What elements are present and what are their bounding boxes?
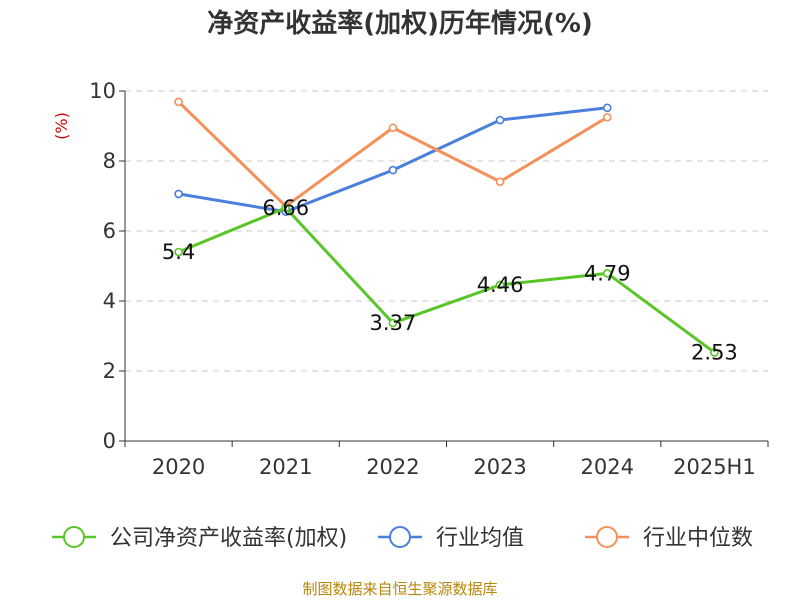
data-point-s0-2 — [388, 318, 398, 328]
x-tick-label-2022: 2022 — [366, 455, 419, 479]
x-tick-label-2024: 2024 — [581, 455, 634, 479]
series-line-1 — [178, 106, 608, 214]
data-point-s0-5 — [710, 348, 719, 357]
data-labels: 5.4 6.66 3.37 4.46 4.79 2.53 — [162, 196, 738, 365]
y-axis-label: (%) — [52, 112, 71, 140]
y-tick-label-10: 10 — [89, 79, 116, 103]
legend-label-0: 公司净资产收益率(加权) — [110, 526, 347, 551]
x-tick-label-2021: 2021 — [259, 455, 312, 479]
data-point-s1-2 — [388, 165, 398, 175]
chart-title: 净资产收益率(加权)历年情况(%) — [207, 8, 593, 39]
data-label-5: 2.53 — [691, 340, 738, 364]
data-point-s2-2 — [388, 123, 398, 133]
y-tick-label-4: 4 — [103, 289, 116, 313]
legend-marker-1 — [389, 526, 411, 548]
x-tick-label-2025H1: 2025H1 — [673, 455, 756, 479]
legend-label-2: 行业中位数 — [643, 526, 753, 551]
y-tick-label-8: 8 — [103, 149, 116, 173]
data-point-s1-0 — [174, 189, 183, 199]
legend: 公司净资产收益率(加权) 行业均值 行业中位数 — [52, 526, 753, 551]
data-point-s0-1 — [281, 203, 291, 213]
y-tick-label-6: 6 — [103, 219, 116, 243]
y-tick-label-2: 2 — [103, 359, 116, 383]
series-line-0 — [178, 206, 716, 354]
data-point-s0-4 — [602, 269, 612, 278]
legend-marker-2 — [596, 526, 618, 548]
series-layer — [174, 97, 719, 357]
data-label-0: 5.4 — [162, 240, 195, 264]
data-label-4: 4.79 — [584, 261, 631, 285]
grid-lines — [125, 90, 768, 372]
data-label-3: 4.46 — [477, 273, 524, 297]
x-tick-label-2023: 2023 — [473, 455, 526, 479]
series-line-2 — [177, 100, 609, 208]
data-point-s2-0 — [174, 97, 183, 107]
source-note: 制图数据来自恒生聚源数据库 — [302, 580, 497, 598]
x-tick-label-2020: 2020 — [152, 455, 205, 479]
y-tick-label-0: 0 — [103, 429, 116, 453]
legend-label-1: 行业均值 — [436, 526, 524, 551]
axes: 0 2 4 6 8 10 2020 2021 2022 2023 2024 2025H1 — [89, 79, 769, 479]
data-point-s0-3 — [495, 280, 505, 290]
data-label-2: 3.37 — [370, 311, 417, 335]
legend-marker-0 — [63, 526, 85, 548]
data-point-s2-4 — [602, 112, 612, 122]
data-point-s1-4 — [602, 103, 612, 113]
data-point-s0-0 — [174, 247, 183, 257]
data-point-s2-3 — [495, 177, 505, 186]
data-label-1: 6.66 — [262, 196, 309, 220]
data-point-s1-3 — [495, 115, 505, 125]
